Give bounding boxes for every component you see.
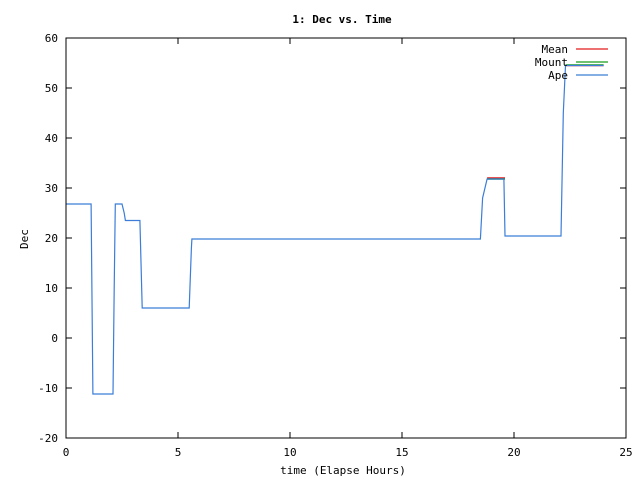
x-tick-label: 15: [395, 446, 408, 459]
plot-frame: [65, 37, 627, 439]
x-axis-label: time (Elapse Hours): [280, 464, 406, 477]
x-tick-label: 25: [619, 446, 632, 459]
y-tick-label: 20: [45, 232, 58, 245]
x-tick-label: 5: [175, 446, 182, 459]
y-tick-label: 50: [45, 82, 58, 95]
y-axis-label: Dec: [18, 229, 31, 249]
axes: 0 5 10 15 20 25 -20 -10 0 10 20 30 40 50 60: [38, 32, 633, 459]
legend-label-mean: Mean: [542, 43, 569, 56]
legend-label-mount: Mount: [535, 56, 568, 69]
x-tick-label: 10: [283, 446, 296, 459]
legend-label-ape: Ape: [548, 69, 568, 82]
y-tick-label: 30: [45, 182, 58, 195]
y-tick-label: 60: [45, 32, 58, 45]
x-tick-label: 20: [507, 446, 520, 459]
series-line-ape: [66, 64, 604, 395]
plot-area: [66, 64, 604, 395]
y-tick-label: 40: [45, 132, 58, 145]
y-tick-label: -20: [38, 432, 58, 445]
y-tick-label: 0: [51, 332, 58, 345]
y-tick-label: -10: [38, 382, 58, 395]
x-tick-label: 0: [63, 446, 70, 459]
y-tick-label: 10: [45, 282, 58, 295]
chart-title: 1: Dec vs. Time: [292, 13, 392, 26]
